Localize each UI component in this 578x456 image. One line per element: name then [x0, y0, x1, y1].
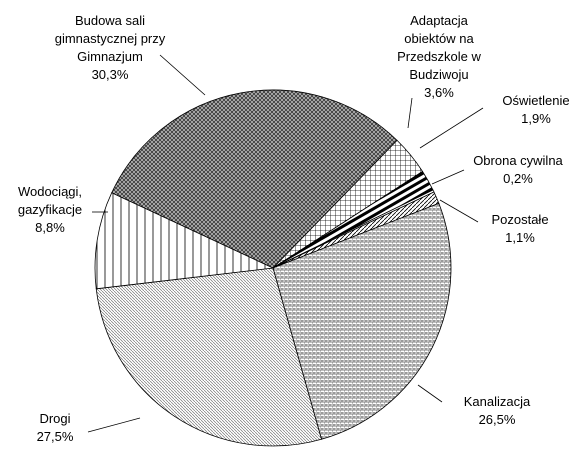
value-label: 0,2% — [503, 171, 533, 186]
slice-label: Kanalizacja 26,5% — [445, 393, 549, 429]
value-label: 8,8% — [35, 220, 65, 235]
pie-slice — [95, 267, 322, 447]
leader-line — [159, 54, 206, 96]
value-label: 1,9% — [521, 111, 551, 126]
leader-line — [407, 97, 413, 129]
category-label: Pozostałe — [491, 212, 549, 227]
value-label: 26,5% — [478, 412, 516, 427]
slice-label: Oświetlenie 1,9% — [490, 92, 578, 128]
leader-line — [439, 199, 479, 223]
slice-label: Obrona cywilna 0,2% — [462, 152, 574, 188]
pie-slice — [111, 89, 398, 269]
slice-label: Drogi 27,5% — [20, 410, 90, 446]
pie-slice — [94, 192, 275, 290]
category-label: Budowa sali gimnastycznej przy Gimnazjum — [54, 13, 166, 64]
leader-line — [417, 384, 443, 403]
value-label: 1,1% — [505, 230, 535, 245]
leader-line — [431, 169, 465, 185]
pie-slice — [272, 202, 452, 440]
value-label: 27,5% — [36, 429, 74, 444]
category-label: Drogi — [39, 411, 71, 426]
leader-line — [87, 417, 141, 433]
leader-line — [419, 107, 484, 149]
category-label: Oświetlenie — [502, 93, 570, 108]
category-label: Adaptacja obiektów na Przedszkole w Budz… — [397, 13, 481, 82]
category-label: Obrona cywilna — [473, 153, 563, 168]
value-label: 30,3% — [91, 67, 129, 82]
value-label: 3,6% — [424, 85, 454, 100]
slice-label: Wodociągi, gazyfikacje 8,8% — [5, 183, 95, 237]
slice-label: Pozostałe 1,1% — [475, 211, 565, 247]
category-label: Kanalizacja — [463, 394, 531, 409]
slice-label: Adaptacja obiektów na Przedszkole w Budz… — [385, 12, 493, 102]
slice-label: Budowa sali gimnastycznej przy Gimnazjum… — [45, 12, 175, 84]
category-label: Wodociągi, gazyfikacje — [17, 184, 83, 217]
